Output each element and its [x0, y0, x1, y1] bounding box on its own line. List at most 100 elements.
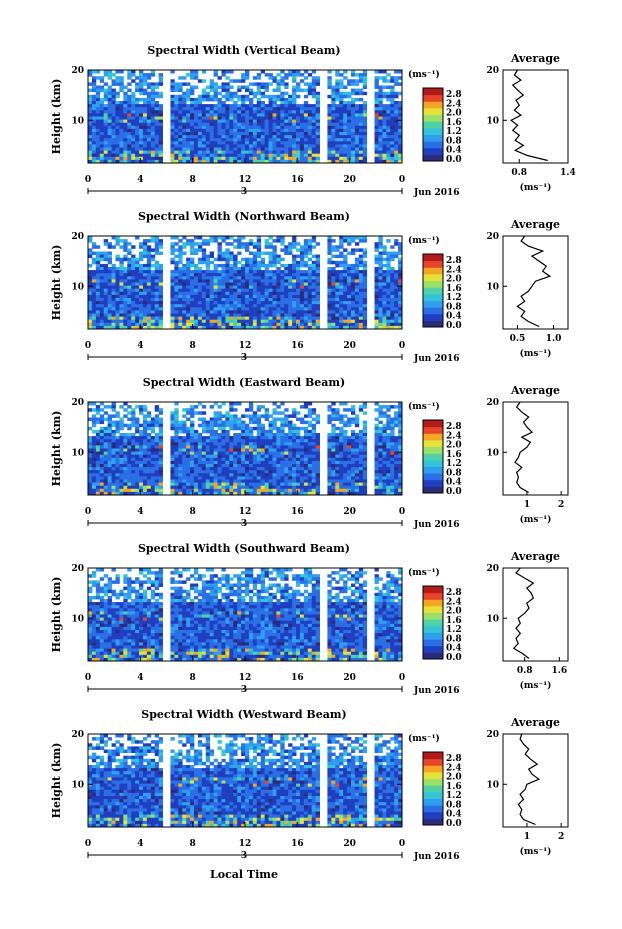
heatmap-cell — [299, 276, 305, 280]
heatmap-cell — [268, 138, 273, 142]
heatmap-cell — [390, 316, 395, 321]
heatmap-cell — [111, 448, 116, 452]
heatmap-cell — [146, 267, 152, 271]
heatmap-cell — [205, 147, 211, 151]
heatmap-cell — [245, 144, 250, 148]
heatmap-cell — [197, 319, 203, 324]
heatmap-cell — [394, 153, 399, 158]
heatmap-cell — [123, 298, 128, 302]
heatmap-cell — [91, 291, 97, 296]
heatmap-cell — [99, 402, 105, 406]
colorbar-swatch — [423, 273, 443, 282]
heatmap-cell — [221, 113, 226, 117]
heatmap-cell — [241, 79, 246, 83]
heatmap-cell — [127, 88, 132, 93]
heatmap-cell — [135, 288, 140, 293]
heatmap-cell — [245, 153, 250, 158]
heatmap-cell — [154, 436, 160, 440]
heatmap-cell — [142, 301, 148, 305]
heatmap-cell — [264, 301, 269, 305]
heatmap-cell — [139, 445, 144, 449]
heatmap-cell — [170, 110, 175, 114]
heatmap-cell — [221, 288, 226, 293]
heatmap-cell — [146, 144, 152, 148]
heatmap-cell — [248, 301, 254, 305]
heatmap-cell — [303, 285, 309, 290]
heatmap-cell — [292, 239, 297, 243]
heatmap-cell — [268, 313, 273, 317]
heatmap-cell — [331, 411, 336, 415]
heatmap-cell — [146, 279, 152, 283]
heatmap-cell — [394, 279, 399, 283]
heatmap-cell — [115, 325, 120, 330]
heatmap-cell — [103, 128, 109, 133]
heatmap-cell — [158, 285, 163, 290]
heatmap-cell — [225, 414, 230, 418]
heatmap-cell — [284, 73, 289, 77]
heatmap-cell — [284, 316, 289, 321]
heatmap-cell — [186, 132, 191, 136]
heatmap-cell — [256, 101, 262, 105]
heatmap-cell — [260, 110, 266, 114]
heatmap-cell — [315, 417, 320, 421]
heatmap-cell — [186, 156, 191, 161]
heatmap-cell — [252, 116, 258, 120]
heatmap-cell — [229, 116, 234, 120]
heatmap-cell — [217, 423, 222, 428]
heatmap-cell — [280, 76, 285, 80]
heatmap-cell — [123, 267, 128, 271]
heatmap-cell — [99, 122, 105, 127]
heatmap-cell — [327, 150, 332, 155]
heatmap-cell — [299, 301, 305, 305]
heatmap-cell — [237, 147, 242, 151]
heatmap-cell — [335, 125, 340, 130]
heatmap-cell — [88, 304, 93, 308]
heatmap-cell — [335, 245, 340, 249]
heatmap-cell — [205, 423, 211, 428]
heatmap-cell — [311, 267, 317, 271]
heatmap-cell — [390, 433, 395, 437]
heatmap-cell — [386, 260, 391, 265]
heatmap-cell — [91, 76, 97, 80]
heatmap-cell — [327, 107, 332, 111]
heatmap-cell — [221, 457, 226, 462]
heatmap-cell — [248, 325, 254, 330]
heatmap-cell — [241, 147, 246, 151]
heatmap-cell — [174, 260, 179, 265]
heatmap-cell — [170, 276, 175, 280]
heatmap-cell — [268, 254, 273, 259]
heatmap-cell — [362, 279, 368, 283]
heatmap-cell — [256, 285, 262, 290]
heatmap-cell — [237, 236, 242, 240]
heatmap-cell — [252, 273, 258, 277]
heatmap-cell — [91, 279, 97, 283]
heatmap-cell — [288, 113, 293, 117]
heatmap-cell — [209, 125, 215, 130]
heatmap-cell — [205, 301, 211, 305]
heatmap-cell — [225, 285, 230, 290]
heatmap-cell — [288, 454, 293, 459]
heatmap-cell — [390, 119, 395, 124]
heatmap-cell — [386, 414, 391, 418]
heatmap-cell — [284, 97, 289, 102]
heatmap-cell — [284, 141, 289, 145]
heatmap-cell — [347, 263, 352, 268]
heatmap-cell — [354, 414, 360, 418]
heatmap-cell — [292, 76, 297, 80]
heatmap-cell — [131, 267, 136, 271]
heatmap-cell — [248, 282, 254, 286]
heatmap-cell — [327, 242, 332, 246]
heatmap-cell — [139, 423, 144, 428]
heatmap-cell — [150, 301, 156, 305]
heatmap-cell — [88, 436, 93, 440]
heatmap-cell — [186, 291, 191, 296]
heatmap-cell — [213, 316, 218, 321]
heatmap-cell — [386, 288, 391, 293]
heatmap-cell — [158, 408, 163, 412]
heatmap-cell — [115, 150, 120, 155]
heatmap-cell — [264, 245, 269, 249]
heatmap-cell — [252, 448, 258, 452]
heatmap-cell — [268, 251, 273, 255]
heatmap-cell — [362, 316, 368, 321]
heatmap-cell — [272, 322, 277, 327]
